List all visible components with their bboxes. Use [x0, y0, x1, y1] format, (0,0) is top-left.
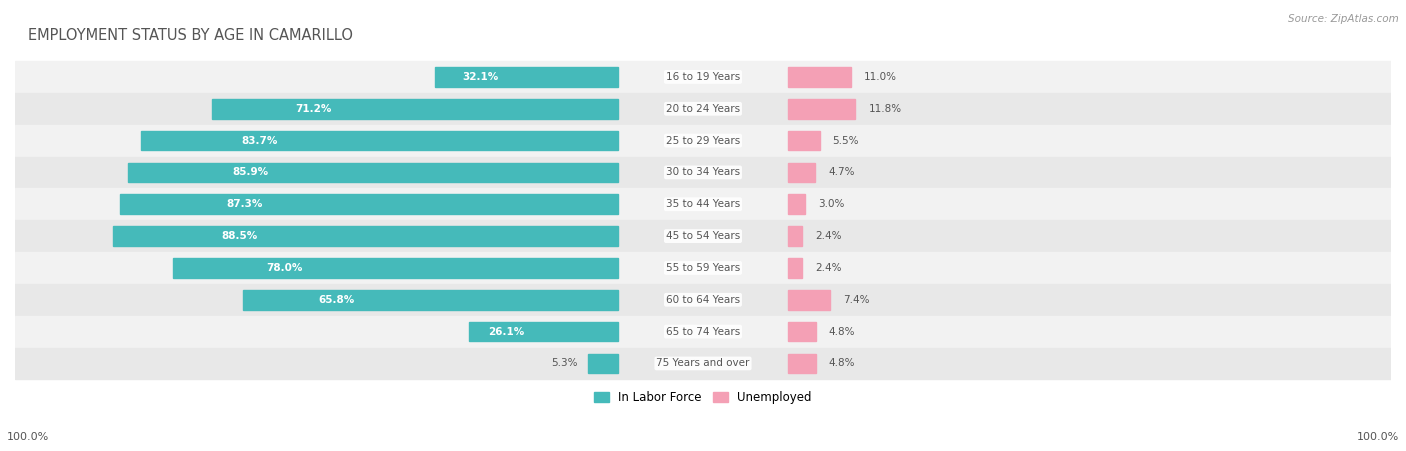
- Text: 87.3%: 87.3%: [226, 199, 263, 209]
- Bar: [789, 226, 801, 246]
- Bar: [120, 194, 617, 214]
- Bar: [15, 93, 1391, 124]
- Text: 3.0%: 3.0%: [818, 199, 845, 209]
- Bar: [15, 220, 1391, 252]
- Bar: [173, 258, 617, 278]
- Text: 45 to 54 Years: 45 to 54 Years: [666, 231, 740, 241]
- Text: 71.2%: 71.2%: [295, 104, 332, 114]
- Bar: [128, 162, 617, 182]
- Bar: [15, 348, 1391, 379]
- Legend: In Labor Force, Unemployed: In Labor Force, Unemployed: [595, 391, 811, 404]
- Text: 2.4%: 2.4%: [815, 263, 841, 273]
- Text: 11.0%: 11.0%: [865, 72, 897, 82]
- Text: 26.1%: 26.1%: [488, 327, 524, 336]
- Bar: [212, 99, 617, 119]
- Text: 55 to 59 Years: 55 to 59 Years: [666, 263, 740, 273]
- Bar: [789, 322, 815, 341]
- Bar: [588, 354, 617, 373]
- Text: 4.7%: 4.7%: [828, 167, 855, 177]
- Bar: [15, 284, 1391, 316]
- Bar: [789, 67, 851, 87]
- Bar: [243, 290, 617, 310]
- Bar: [15, 252, 1391, 284]
- Bar: [15, 124, 1391, 156]
- Bar: [789, 162, 815, 182]
- Text: 75 Years and over: 75 Years and over: [657, 359, 749, 368]
- Text: 35 to 44 Years: 35 to 44 Years: [666, 199, 740, 209]
- Text: 4.8%: 4.8%: [828, 327, 855, 336]
- Text: 32.1%: 32.1%: [463, 72, 499, 82]
- Text: 20 to 24 Years: 20 to 24 Years: [666, 104, 740, 114]
- Bar: [789, 354, 815, 373]
- Text: 7.4%: 7.4%: [844, 295, 870, 305]
- Text: 88.5%: 88.5%: [221, 231, 257, 241]
- Text: 85.9%: 85.9%: [232, 167, 269, 177]
- Bar: [141, 131, 617, 151]
- Text: 4.8%: 4.8%: [828, 359, 855, 368]
- Text: 78.0%: 78.0%: [266, 263, 302, 273]
- Bar: [15, 189, 1391, 220]
- Bar: [470, 322, 617, 341]
- Bar: [15, 156, 1391, 189]
- Bar: [789, 131, 820, 151]
- Text: EMPLOYMENT STATUS BY AGE IN CAMARILLO: EMPLOYMENT STATUS BY AGE IN CAMARILLO: [28, 28, 353, 43]
- Bar: [789, 194, 806, 214]
- Text: 5.5%: 5.5%: [832, 136, 859, 146]
- Text: 5.3%: 5.3%: [551, 359, 578, 368]
- Bar: [789, 99, 855, 119]
- Bar: [789, 258, 801, 278]
- Text: 100.0%: 100.0%: [1357, 432, 1399, 442]
- Text: 65 to 74 Years: 65 to 74 Years: [666, 327, 740, 336]
- Text: 100.0%: 100.0%: [7, 432, 49, 442]
- Bar: [434, 67, 617, 87]
- Bar: [15, 316, 1391, 348]
- Text: 60 to 64 Years: 60 to 64 Years: [666, 295, 740, 305]
- Text: 25 to 29 Years: 25 to 29 Years: [666, 136, 740, 146]
- Text: 2.4%: 2.4%: [815, 231, 841, 241]
- Bar: [15, 61, 1391, 93]
- Text: 11.8%: 11.8%: [869, 104, 901, 114]
- Bar: [114, 226, 617, 246]
- Text: 16 to 19 Years: 16 to 19 Years: [666, 72, 740, 82]
- Text: 30 to 34 Years: 30 to 34 Years: [666, 167, 740, 177]
- Text: Source: ZipAtlas.com: Source: ZipAtlas.com: [1288, 14, 1399, 23]
- Text: 65.8%: 65.8%: [318, 295, 354, 305]
- Text: 83.7%: 83.7%: [242, 136, 278, 146]
- Bar: [789, 290, 831, 310]
